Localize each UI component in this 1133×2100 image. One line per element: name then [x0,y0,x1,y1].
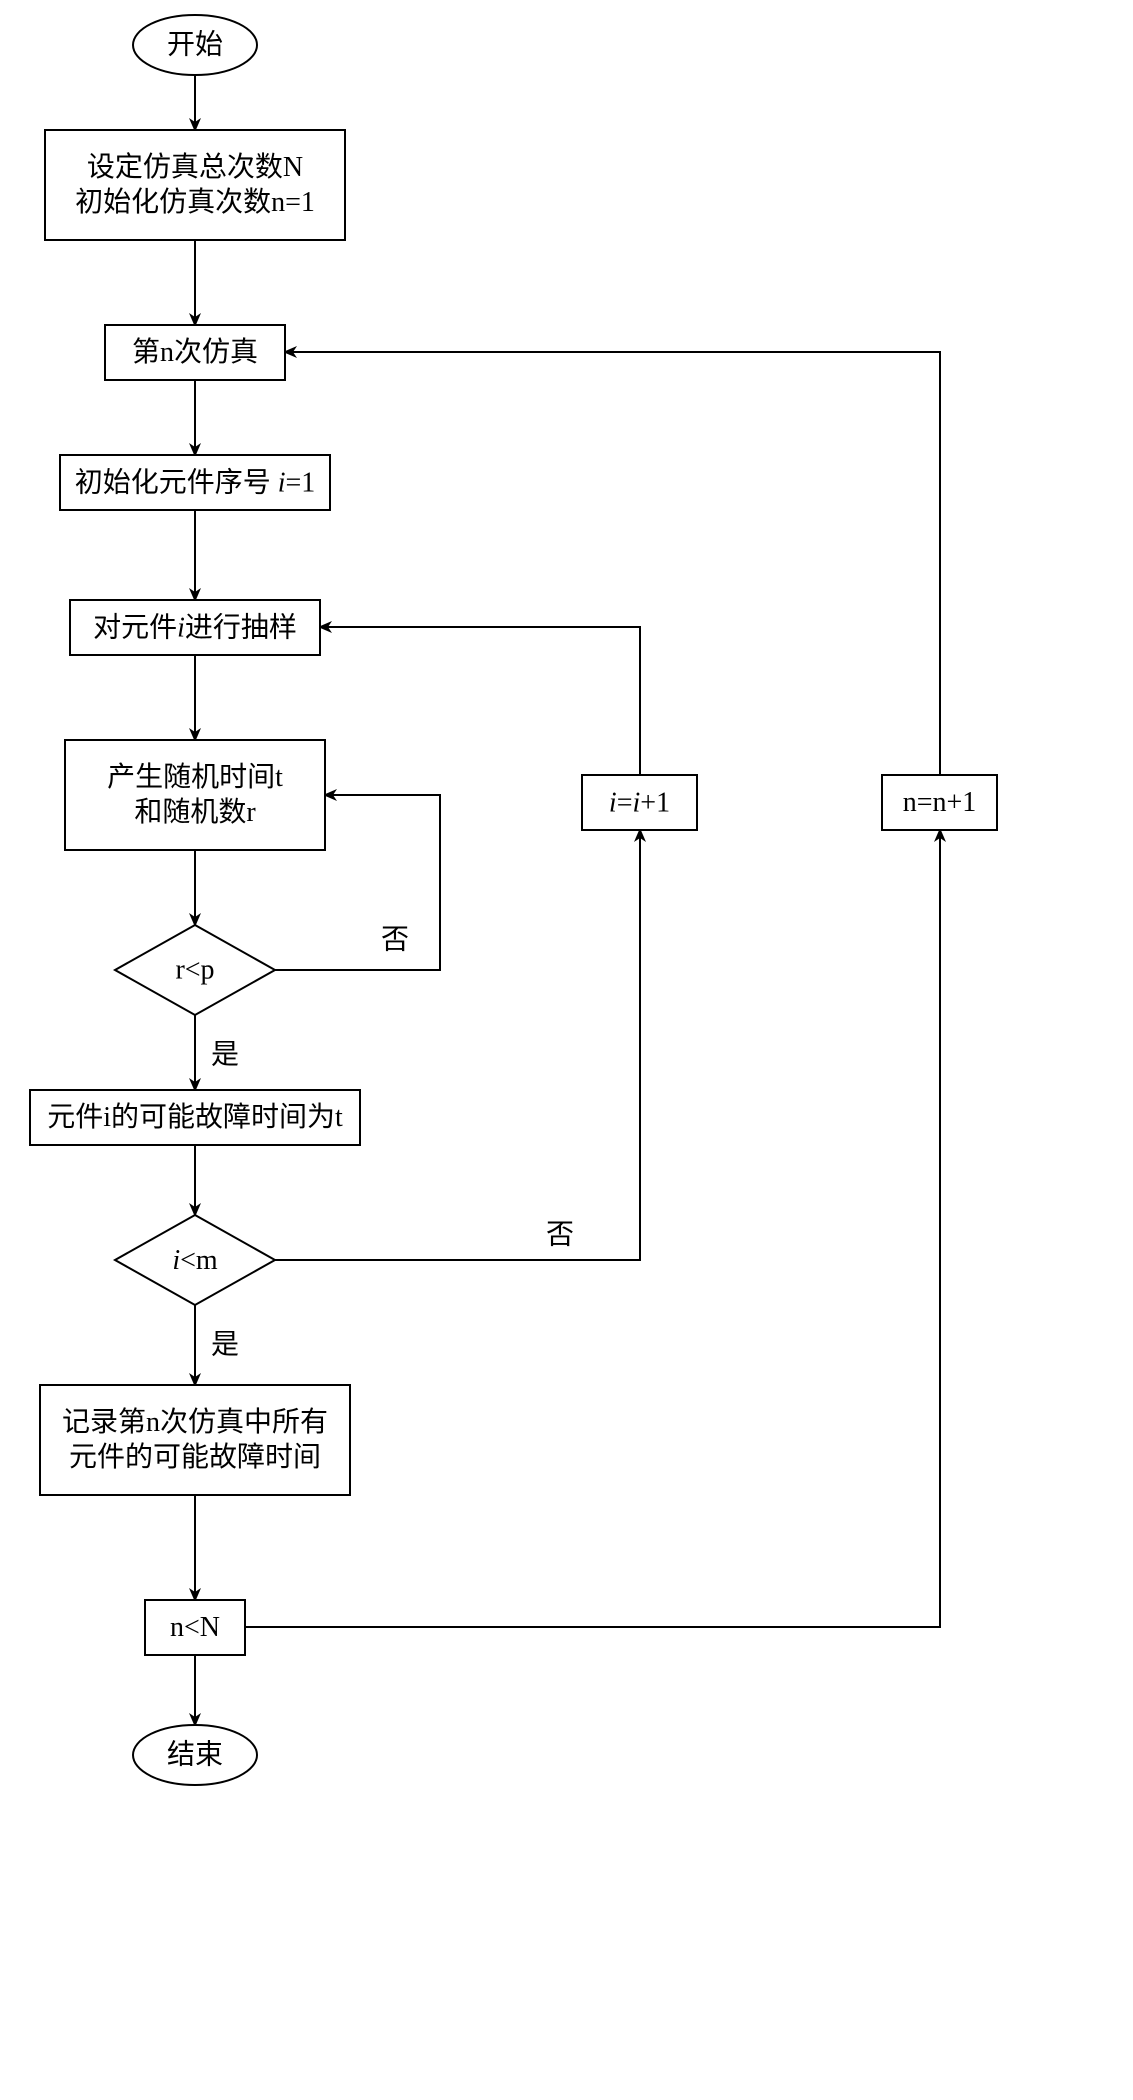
edge-e_decnN_incn [245,830,940,1627]
svg-text:设定仿真总次数N: 设定仿真总次数N [87,151,303,183]
node-sample: 对元件i进行抽样 [70,600,320,655]
edge-e_decim_no [275,830,640,1260]
node-randtr: 产生随机时间t和随机数r [65,740,325,850]
edge-e_inci_sample [320,627,640,775]
node-init: 设定仿真总次数N初始化仿真次数n=1 [45,130,345,240]
svg-text:结束: 结束 [167,1739,223,1771]
svg-text:n<N: n<N [170,1612,220,1643]
svg-text:和随机数r: 和随机数r [134,796,256,828]
svg-text:开始: 开始 [167,29,223,61]
node-dec_im: i<m [115,1215,275,1305]
node-inc_i: i=i+1 [582,775,697,830]
svg-text:i<m: i<m [172,1245,218,1276]
node-start: 开始 [133,15,257,75]
edge-label-e_decim_no: 否 [546,1220,574,1251]
flowchart-svg: 是否是否开始设定仿真总次数N初始化仿真次数n=1第n次仿真初始化元件序号 i=1… [0,0,1133,2100]
svg-text:元件i的可能故障时间为t: 元件i的可能故障时间为t [47,1101,343,1133]
svg-text:第n次仿真: 第n次仿真 [132,336,258,368]
edge-label-e_decrp_yes: 是 [211,1040,239,1071]
svg-text:产生随机时间t: 产生随机时间t [107,761,283,793]
node-record: 记录第n次仿真中所有元件的可能故障时间 [40,1385,350,1495]
svg-text:对元件i进行抽样: 对元件i进行抽样 [93,611,297,643]
node-init_i: 初始化元件序号 i=1 [60,455,330,510]
svg-text:初始化仿真次数n=1: 初始化仿真次数n=1 [75,186,315,218]
svg-text:元件的可能故障时间: 元件的可能故障时间 [69,1441,321,1473]
svg-text:n=n+1: n=n+1 [903,787,977,818]
node-fail_t: 元件i的可能故障时间为t [30,1090,360,1145]
node-nth: 第n次仿真 [105,325,285,380]
node-dec_nN: n<N [145,1600,245,1655]
edge-label-e_decim_yes: 是 [211,1330,239,1361]
edge-label-e_decrp_no: 否 [381,925,409,956]
nodes-group: 开始设定仿真总次数N初始化仿真次数n=1 第n次仿真初始化元件序号 i=1 对元件i… [30,15,997,1785]
edge-e_incn_nth [285,352,940,775]
svg-text:初始化元件序号 i=1: 初始化元件序号 i=1 [75,466,316,498]
node-inc_n: n=n+1 [882,775,997,830]
svg-text:记录第n次仿真中所有: 记录第n次仿真中所有 [62,1406,328,1438]
svg-text:r<p: r<p [175,955,214,986]
node-dec_rp: r<p [115,925,275,1015]
node-end: 结束 [133,1725,257,1785]
svg-text:i=i+1: i=i+1 [609,787,670,818]
